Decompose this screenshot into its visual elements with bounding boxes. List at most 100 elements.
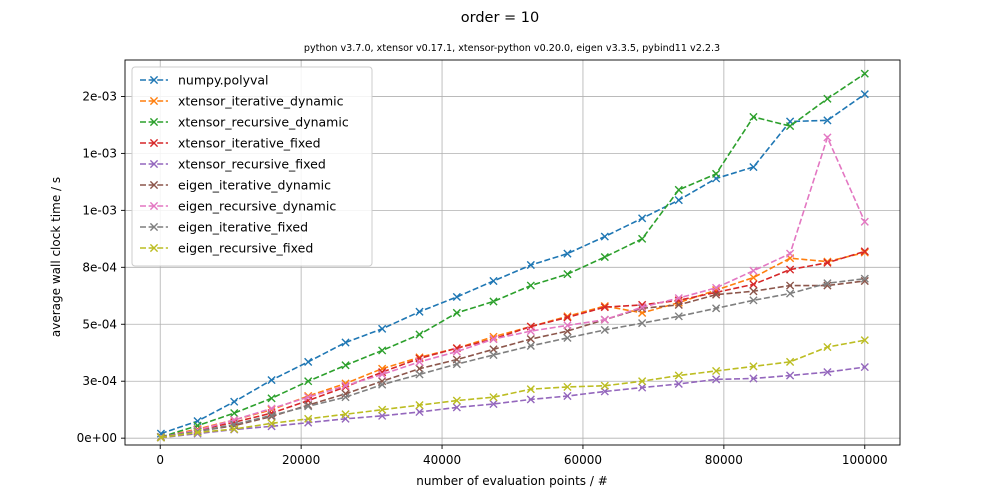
data-point-marker: [341, 410, 350, 419]
data-point-marker: [304, 414, 313, 423]
legend-swatch-marker: [149, 96, 159, 106]
data-point-marker: [860, 336, 869, 345]
legend-item: xtensor_recursive_dynamic: [140, 115, 349, 130]
data-point-marker: [785, 357, 795, 366]
data-point-marker: [526, 281, 535, 290]
data-point-marker: [860, 362, 869, 372]
data-point-marker: [156, 433, 166, 442]
data-point-marker: [823, 342, 832, 352]
data-point-marker: [712, 375, 721, 384]
legend-swatch-marker: [149, 117, 159, 127]
y-tick-label: 8e-04: [82, 260, 117, 274]
data-point-marker: [823, 258, 832, 267]
data-point-marker: [563, 313, 572, 322]
data-point-marker: [267, 394, 276, 403]
data-point-marker: [378, 380, 387, 389]
series-line: [160, 280, 865, 438]
legend-swatch-marker: [149, 222, 159, 232]
x-tick-label: 80000: [705, 453, 743, 467]
x-tick-label: 100000: [842, 453, 888, 467]
series-eigen_iterative_fixed: [156, 274, 869, 442]
data-point-marker: [452, 292, 461, 302]
data-point-marker: [452, 396, 461, 405]
data-point-marker: [860, 69, 869, 78]
data-point-marker: [193, 428, 202, 437]
data-point-marker: [712, 304, 721, 313]
data-point-marker: [267, 419, 276, 428]
data-point-marker: [489, 393, 498, 402]
data-point-marker: [452, 308, 461, 317]
data-point-marker: [563, 321, 572, 330]
data-point-marker: [563, 249, 572, 258]
x-tick-label: 60000: [564, 453, 602, 467]
data-point-marker: [823, 116, 832, 125]
data-point-marker: [563, 333, 572, 343]
data-point-marker: [489, 399, 498, 409]
data-point-marker: [860, 217, 869, 226]
data-point-marker: [600, 381, 609, 390]
data-point-marker: [749, 266, 758, 275]
data-point-marker: [823, 368, 832, 377]
x-tick-label: 20000: [282, 453, 320, 467]
data-point-marker: [785, 371, 795, 380]
data-point-marker: [526, 327, 535, 336]
y-tick-label: 0e+00: [77, 431, 117, 445]
data-point-marker: [749, 362, 758, 371]
chart-subtitle: python v3.7.0, xtensor v0.17.1, xtensor-…: [304, 43, 720, 54]
data-point-marker: [860, 274, 869, 283]
data-point-marker: [823, 94, 832, 103]
data-point-marker: [415, 330, 424, 339]
data-point-marker: [600, 252, 609, 262]
series-xtensor_recursive_dynamic: [156, 69, 869, 442]
data-point-marker: [674, 371, 683, 380]
data-point-marker: [452, 403, 461, 412]
legend-box: [131, 66, 373, 267]
data-point-marker: [378, 411, 387, 420]
data-point-marker: [712, 169, 721, 178]
data-point-marker: [452, 360, 461, 369]
data-point-marker: [638, 234, 647, 243]
data-point-marker: [823, 279, 832, 288]
data-point-marker: [526, 395, 535, 404]
data-point-marker: [378, 377, 387, 386]
legend-item: xtensor_iterative_fixed: [140, 136, 321, 151]
chart-title: order = 10: [461, 10, 539, 26]
data-point-marker: [341, 393, 350, 402]
data-point-marker: [749, 287, 758, 296]
data-point-marker: [304, 357, 313, 366]
series-line: [160, 135, 866, 438]
data-point-marker: [563, 391, 572, 401]
data-point-marker: [415, 307, 424, 316]
legend-item: numpy.polyval: [140, 73, 269, 88]
data-point-marker: [489, 276, 498, 286]
legend-label: numpy.polyval: [178, 73, 269, 88]
data-point-marker: [526, 385, 535, 394]
series-line: [160, 339, 865, 439]
data-point-marker: [749, 296, 758, 305]
legend-label: eigen_recursive_fixed: [178, 241, 313, 256]
data-point-marker: [712, 290, 721, 299]
data-point-marker: [600, 325, 609, 335]
legend-item: eigen_recursive_dynamic: [140, 199, 336, 214]
data-point-marker: [304, 377, 313, 386]
data-point-marker: [785, 265, 795, 274]
legend-swatch-marker: [149, 159, 159, 169]
data-point-marker: [563, 382, 572, 392]
data-point-marker: [712, 366, 721, 376]
data-point-marker: [674, 185, 683, 194]
data-point-marker: [489, 350, 498, 360]
data-point-marker: [638, 319, 647, 328]
legend-swatch-marker: [149, 138, 159, 148]
data-point-marker: [489, 334, 498, 344]
data-point-marker: [415, 407, 424, 417]
series-numpy.polyval: [156, 90, 869, 438]
data-point-marker: [638, 214, 647, 223]
legend-label: eigen_iterative_fixed: [178, 220, 308, 235]
data-point-marker: [785, 121, 795, 131]
data-point-marker: [563, 270, 572, 279]
data-point-marker: [785, 281, 795, 290]
data-point-marker: [378, 324, 387, 333]
data-point-marker: [452, 347, 461, 356]
legend-label: xtensor_recursive_dynamic: [178, 115, 349, 130]
